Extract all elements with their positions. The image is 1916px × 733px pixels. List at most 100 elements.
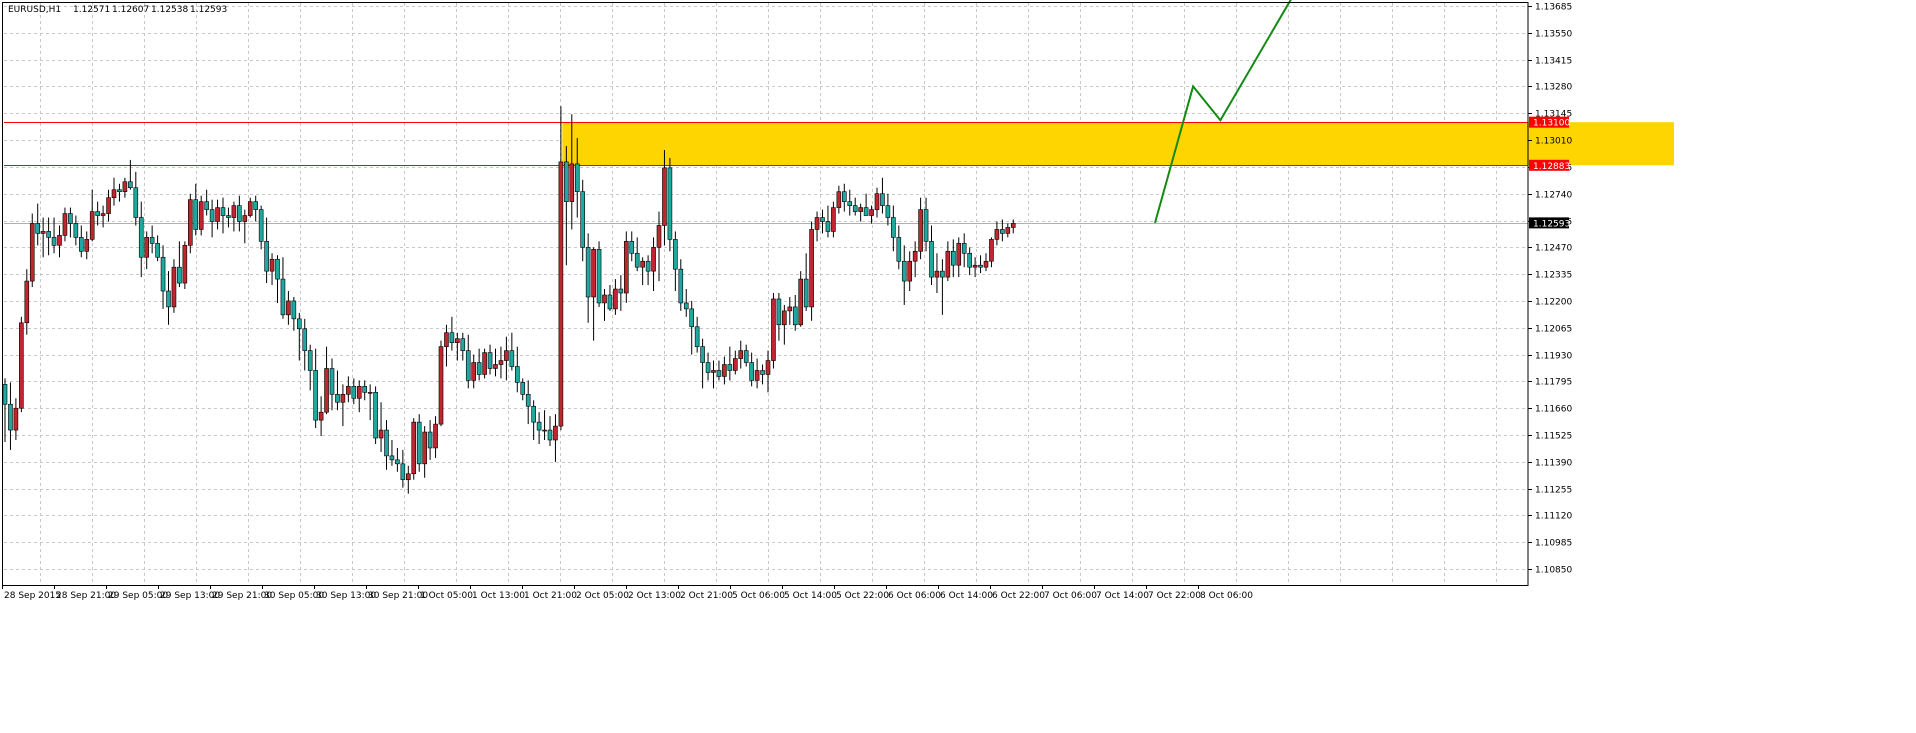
candle [220, 197, 226, 234]
candle-body [531, 405, 536, 423]
candle [923, 197, 929, 252]
candle-body [258, 209, 264, 242]
x-tick-label: 5 Oct 22:00 [836, 591, 889, 601]
candle-body [51, 237, 57, 246]
candle-body [144, 237, 149, 258]
candle-body [422, 431, 427, 465]
candle-body [558, 161, 564, 427]
candle [89, 189, 95, 242]
candle [460, 332, 466, 361]
candle-body [989, 239, 994, 262]
y-tick-label: 1.12470 [1535, 244, 1572, 254]
x-tick-label: 28 Sep 21:00 [56, 591, 116, 601]
x-tick-label: 1 Oct 13:00 [472, 591, 525, 601]
candle-body [329, 368, 335, 395]
candle [678, 259, 684, 311]
candle-body [438, 346, 444, 425]
candle-body [29, 223, 35, 282]
candle-body [678, 268, 684, 304]
candle-body [324, 368, 329, 413]
candle-body [547, 429, 553, 441]
price-label-resistance-upper: 1.13100 [1529, 116, 1570, 129]
candle-body [754, 370, 760, 381]
candle-body [84, 239, 90, 252]
candle-body [280, 278, 286, 316]
candle [841, 183, 847, 212]
candle [765, 350, 771, 393]
candle [940, 259, 945, 315]
candle [378, 402, 384, 452]
candle [487, 344, 493, 375]
candle-body [40, 231, 46, 234]
candle-body [912, 250, 918, 262]
candle-body [732, 358, 738, 371]
candle [961, 233, 967, 268]
candle-body [907, 260, 913, 282]
candle [73, 215, 79, 246]
candle [907, 251, 913, 292]
candle [395, 447, 400, 472]
candle-body [117, 189, 122, 193]
candle [482, 348, 487, 379]
x-tick-label: 6 Oct 06:00 [888, 591, 941, 601]
candle [504, 336, 509, 381]
candle [525, 380, 531, 425]
x-tick-label: 30 Sep 13:00 [316, 591, 376, 601]
candle-body [662, 167, 667, 226]
candle [607, 285, 613, 311]
candle-body [847, 201, 853, 206]
candle [155, 235, 160, 262]
candle-body [133, 187, 139, 218]
candle-body [852, 205, 858, 212]
y-tick-label: 1.13010 [1535, 137, 1572, 147]
plot-border [2, 2, 1529, 586]
candle [542, 410, 547, 440]
x-tick-label: 30 Sep 05:00 [264, 591, 324, 601]
candle-body [291, 300, 297, 320]
candle [972, 257, 978, 278]
price-label-current: 1.12593 [1529, 217, 1570, 229]
y-tick-label: 1.13550 [1535, 30, 1572, 40]
candle [874, 187, 880, 218]
candle-body [62, 213, 68, 236]
candle-body [978, 264, 983, 268]
candle-body [19, 322, 24, 409]
candle [253, 195, 258, 222]
candle [809, 221, 814, 321]
x-tick-label: 8 Oct 06:00 [1200, 591, 1253, 601]
candle [722, 356, 727, 385]
candle [296, 312, 302, 361]
candle [700, 338, 705, 389]
candle-body [204, 201, 209, 210]
candle [564, 146, 569, 266]
x-tick-label: 7 Oct 14:00 [1096, 591, 1149, 601]
candle-body [498, 360, 504, 365]
candle [798, 271, 804, 327]
candle-body [536, 421, 542, 431]
candle-body [820, 217, 825, 222]
candle [19, 316, 24, 413]
candle [814, 211, 820, 242]
candle-body [711, 370, 716, 373]
candle [46, 217, 51, 256]
candle-body [138, 217, 144, 258]
price-label-text: 1.12883 [1533, 162, 1570, 172]
candle [645, 255, 651, 286]
candle-body [389, 455, 395, 461]
candle-body [433, 423, 438, 449]
candle-body [771, 298, 776, 361]
candle-body [765, 360, 771, 375]
candle-body [471, 362, 477, 381]
candle [569, 114, 575, 230]
candle-body [591, 249, 596, 298]
candle-body [155, 243, 160, 258]
candle [313, 348, 318, 429]
candle-body [716, 370, 722, 377]
resistance-zone-box [562, 122, 1674, 166]
candle [656, 211, 662, 282]
candle-body [427, 431, 433, 449]
candle-body [193, 199, 199, 230]
candle [171, 259, 177, 313]
